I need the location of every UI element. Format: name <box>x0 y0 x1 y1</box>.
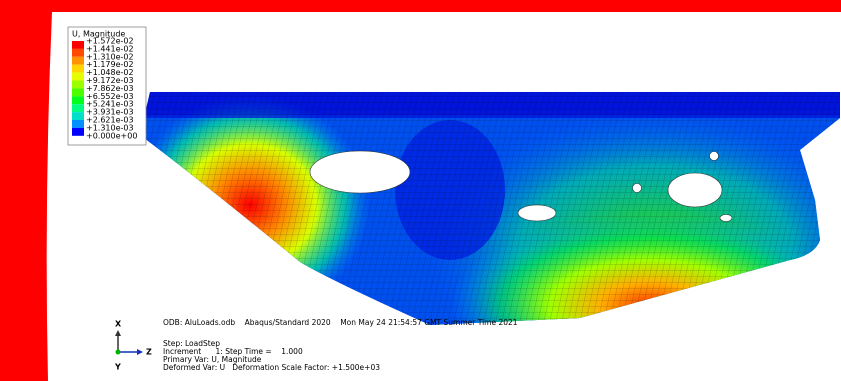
legend-swatch <box>72 57 84 65</box>
legend-swatch <box>72 49 84 57</box>
legend-swatch <box>72 104 84 112</box>
legend-swatch <box>72 96 84 104</box>
triad-y: Y <box>114 363 121 372</box>
legend: U, Magnitude +1.572e-02+1.441e-02+1.310e… <box>68 27 146 145</box>
legend-label: +0.000e+00 <box>86 131 137 140</box>
triad: X Z Y <box>114 320 152 372</box>
triad-x: X <box>115 320 122 329</box>
info-line: Deformed Var: U Deformation Scale Factor… <box>163 363 380 372</box>
deformed-part <box>130 85 841 381</box>
legend-swatch <box>72 120 84 128</box>
legend-swatch <box>72 112 84 120</box>
legend-swatch <box>72 65 84 73</box>
legend-swatch <box>72 73 84 81</box>
odb-header: ODB: AluLoads.odb Abaqus/Standard 2020 M… <box>163 318 518 327</box>
screenshot: U, Magnitude +1.572e-02+1.441e-02+1.310e… <box>0 0 841 381</box>
legend-swatch <box>72 128 84 136</box>
legend-swatch <box>72 81 84 89</box>
legend-swatch <box>72 41 84 49</box>
legend-swatch <box>72 88 84 96</box>
triad-z: Z <box>146 348 152 357</box>
